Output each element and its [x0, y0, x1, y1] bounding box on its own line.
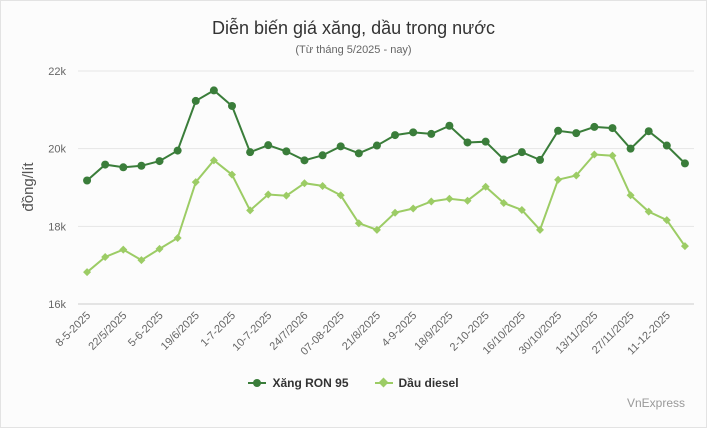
- x-tick-label: 10-7-2025: [230, 310, 274, 354]
- data-point[interactable]: [354, 149, 363, 158]
- series-line: [86, 153, 686, 273]
- series-line: [86, 89, 686, 182]
- chart-title: Diễn biến giá xăng, dầu trong nước: [211, 18, 496, 38]
- data-point[interactable]: [517, 148, 526, 157]
- data-point[interactable]: [119, 245, 128, 254]
- series-ron95: [83, 86, 689, 185]
- data-point[interactable]: [264, 141, 273, 150]
- x-tick-labels: 8-5-202522/5/20255-6-202519/6/20251-7-20…: [54, 310, 673, 358]
- legend-label-ron95: Xăng RON 95: [272, 376, 349, 390]
- data-point[interactable]: [481, 182, 490, 191]
- data-point[interactable]: [427, 197, 436, 206]
- data-point[interactable]: [101, 160, 110, 169]
- data-point[interactable]: [155, 157, 164, 166]
- data-point[interactable]: [119, 163, 128, 172]
- legend-swatch-ron95: [248, 377, 267, 389]
- data-point[interactable]: [282, 191, 291, 200]
- data-point[interactable]: [680, 242, 689, 251]
- data-point[interactable]: [608, 124, 617, 133]
- data-point[interactable]: [409, 128, 418, 137]
- data-point[interactable]: [608, 151, 617, 160]
- data-point[interactable]: [391, 208, 400, 217]
- data-point[interactable]: [662, 216, 671, 225]
- source-credit: VnExpress: [626, 396, 685, 410]
- data-point[interactable]: [191, 178, 200, 187]
- data-point[interactable]: [499, 199, 508, 208]
- y-tick-label: 16k: [48, 299, 66, 311]
- data-point[interactable]: [246, 148, 255, 157]
- legend-item-diesel[interactable]: Dầu diesel: [374, 376, 459, 390]
- data-point[interactable]: [191, 96, 200, 105]
- data-point[interactable]: [590, 150, 599, 159]
- x-tick-label: 21/8/2025: [340, 310, 383, 353]
- legend-swatch-diesel: [374, 377, 393, 389]
- data-point[interactable]: [644, 127, 653, 136]
- series-layer: [83, 86, 689, 277]
- data-point[interactable]: [626, 144, 635, 153]
- data-point[interactable]: [137, 256, 146, 265]
- data-point[interactable]: [173, 233, 182, 242]
- data-point[interactable]: [463, 138, 472, 147]
- y-tick-label: 22k: [48, 66, 66, 78]
- data-point[interactable]: [517, 206, 526, 215]
- data-point[interactable]: [155, 244, 164, 253]
- data-point[interactable]: [554, 175, 563, 184]
- data-point[interactable]: [499, 155, 508, 164]
- data-point[interactable]: [626, 191, 635, 200]
- grid-lines: [78, 70, 694, 305]
- data-point[interactable]: [481, 137, 490, 146]
- data-point[interactable]: [662, 141, 671, 150]
- data-point[interactable]: [372, 141, 381, 150]
- data-point[interactable]: [463, 196, 472, 205]
- data-point[interactable]: [372, 225, 381, 234]
- data-point[interactable]: [209, 156, 218, 165]
- data-point[interactable]: [572, 129, 581, 138]
- data-point[interactable]: [101, 253, 110, 262]
- data-point[interactable]: [336, 142, 345, 151]
- data-point[interactable]: [264, 190, 273, 199]
- data-point[interactable]: [228, 170, 236, 179]
- data-point[interactable]: [572, 171, 581, 180]
- data-point[interactable]: [644, 207, 653, 216]
- series-diesel: [83, 150, 689, 277]
- data-point[interactable]: [680, 159, 689, 168]
- data-point[interactable]: [554, 126, 563, 135]
- chart-subtitle: (Từ tháng 5/2025 - nay): [295, 44, 412, 56]
- data-point[interactable]: [318, 151, 327, 160]
- y-tick-labels: 16k 18k 20k 22k: [48, 66, 66, 311]
- y-tick-label: 20k: [48, 144, 66, 156]
- legend: Xăng RON 95 Dầu diesel: [0, 376, 707, 390]
- data-point[interactable]: [228, 101, 236, 110]
- data-point[interactable]: [336, 191, 345, 200]
- data-point[interactable]: [318, 181, 327, 190]
- x-tick-label: 19/6/2025: [159, 310, 202, 353]
- data-point[interactable]: [536, 155, 544, 164]
- legend-item-ron95[interactable]: Xăng RON 95: [248, 376, 349, 390]
- data-point[interactable]: [137, 161, 146, 170]
- data-point[interactable]: [590, 122, 599, 131]
- y-tick-label: 18k: [48, 221, 66, 233]
- data-point[interactable]: [246, 206, 255, 215]
- data-point[interactable]: [354, 219, 363, 228]
- data-point[interactable]: [391, 131, 400, 140]
- data-point[interactable]: [409, 204, 418, 213]
- legend-label-diesel: Dầu diesel: [398, 376, 459, 390]
- data-point[interactable]: [173, 146, 182, 155]
- data-point[interactable]: [83, 176, 92, 185]
- data-point[interactable]: [427, 129, 436, 138]
- data-point[interactable]: [300, 179, 309, 188]
- data-point[interactable]: [445, 194, 454, 203]
- data-point[interactable]: [209, 86, 218, 95]
- x-tick-label: 22/5/2025: [86, 310, 129, 353]
- data-point[interactable]: [536, 225, 544, 234]
- y-axis-label: đồng/lít: [20, 162, 37, 212]
- data-point[interactable]: [282, 147, 291, 156]
- data-point[interactable]: [83, 268, 92, 277]
- data-point[interactable]: [300, 156, 309, 165]
- data-point[interactable]: [445, 121, 454, 130]
